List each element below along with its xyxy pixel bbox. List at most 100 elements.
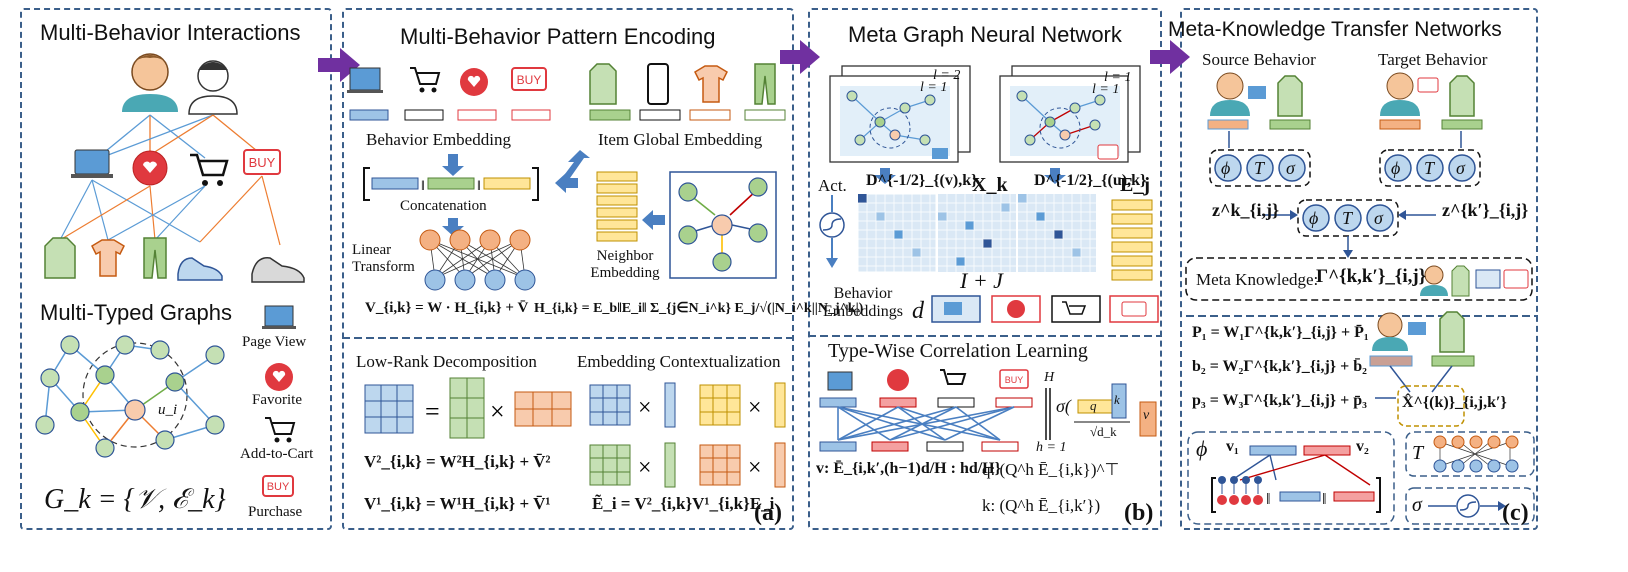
svg-text:‖: ‖: [1266, 491, 1271, 508]
page-view-icon: [347, 67, 383, 93]
embedding-context-label: Embedding Contextualization: [577, 352, 781, 371]
favorite-icon: [460, 68, 488, 96]
jacket-icon: [1449, 75, 1475, 117]
x-k-label: X_k: [972, 174, 1008, 196]
panel-meta-knowledge-transfer: [1180, 8, 1538, 530]
graph-formula: G_k = {𝒱, ℰ_k}: [44, 484, 226, 515]
svg-text:‖: ‖: [477, 179, 481, 194]
svg-text:×: ×: [638, 395, 652, 421]
z-k-label: z^k_{i,j}: [1212, 200, 1280, 220]
sigma-tgt: σ: [1456, 158, 1465, 178]
svg-text:BUY: BUY: [517, 73, 542, 87]
t-module: T: [1412, 442, 1424, 464]
eq-v-ik: V_{i,k} = W · H_{i,k} + V̄: [365, 300, 529, 316]
q-label: q: [1090, 398, 1097, 413]
label-l2: l = 2: [933, 68, 961, 83]
page-view-icon: [262, 305, 296, 329]
purchase-icon: BUY: [262, 475, 294, 497]
sigma-attn: σ(: [1056, 396, 1071, 416]
sigma-module: σ: [1412, 494, 1422, 516]
svg-text:×: ×: [748, 455, 762, 481]
target-behavior-label: Target Behavior: [1378, 50, 1488, 69]
favorite-icon: [132, 150, 168, 186]
concatenation-label: Concatenation: [400, 198, 487, 214]
label-l1-right: l = 1: [1104, 70, 1132, 85]
page-view-icon: [827, 371, 853, 391]
gamma-label: Γ^{k,k′}_{i,j}: [1316, 266, 1427, 287]
tag-c: (c): [1502, 500, 1529, 526]
v-label: v: [1143, 408, 1150, 423]
d-v-label: D^{-1/2}_{(v),k}: [866, 172, 978, 189]
panel-meta-gnn: [808, 8, 1162, 530]
phi-mid: ϕ: [1309, 208, 1319, 228]
page-view-icon: [71, 149, 113, 178]
eq-p3: p₃ = W₃Γ^{k,k′}_{i,j} + p̄₃: [1192, 392, 1367, 409]
favorite-icon: [265, 363, 293, 391]
eq-k-attn: k: (Q^h Ē_{i,k′}): [982, 496, 1101, 515]
matrix-green: [449, 377, 485, 439]
svg-text:‖: ‖: [421, 179, 425, 194]
i-plus-j-label: I + J: [960, 268, 1003, 293]
user-icon: [188, 60, 238, 115]
phone-icon: [647, 63, 669, 105]
user-icon: [1380, 72, 1420, 116]
legend-page-view: Page View: [242, 334, 307, 350]
panel1-title: Multi-Behavior Interactions: [40, 20, 301, 45]
cart-icon: [265, 417, 296, 443]
user-icon: [1420, 265, 1448, 296]
jacket-icon: [589, 63, 617, 105]
panel1-subtitle: Multi-Typed Graphs: [40, 300, 232, 325]
eq-b2: b₂ = W₂Γ^{k,k′}_{i,j} + b̄₂: [1192, 358, 1367, 375]
user-icon: [1210, 72, 1250, 116]
matrix-orange: [514, 391, 572, 427]
svg-text:×: ×: [638, 455, 652, 481]
matrix-blue: [364, 384, 414, 434]
x-hat-label: X̂^{(k)}_{i,j,k′}: [1402, 394, 1507, 411]
sigma-mid: σ: [1374, 208, 1383, 228]
behavior-embedding-label: Behavior Embedding: [366, 130, 511, 149]
sqrt-dk-label: √d_k: [1090, 424, 1117, 439]
eq-v-attn: v: Ē_{i,k′,(h−1)d/H : hd/H}: [816, 460, 1001, 477]
svg-text:×: ×: [748, 395, 762, 421]
svg-text:BUY: BUY: [249, 155, 276, 170]
h-bottom: h = 1: [1036, 440, 1067, 455]
purchase-icon: BUY: [511, 67, 547, 91]
label-l1-right-2: l = 1: [1092, 82, 1120, 97]
pants-icon: [754, 63, 776, 105]
eq-q-attn: q: (Q^h Ē_{i,k})^⊤: [982, 460, 1120, 479]
legend-favorite: Favorite: [252, 392, 302, 408]
tshirt-icon: [91, 239, 125, 277]
eq-h-ik: H_{i,k} = E_b‖E_i‖ Σ_{j∈N_i^k} E_j/√(|N_…: [534, 301, 864, 316]
svg-text:BUY: BUY: [1005, 375, 1024, 385]
sigma-src: σ: [1286, 158, 1295, 178]
v1-label: v₁: [1226, 438, 1239, 455]
purchase-icon: BUY: [243, 149, 281, 175]
jacket-icon: [44, 237, 76, 279]
type-wise-label: Type-Wise Correlation Learning: [828, 340, 1088, 362]
favorite-icon: [887, 369, 909, 391]
node-label-ui: u_i: [158, 402, 178, 418]
e-j-label: E_j: [1120, 174, 1150, 196]
z-kp-label: z^{k′}_{i,j}: [1442, 200, 1529, 220]
label-l1-left: l = 1: [920, 80, 948, 95]
eq-p1: P₁ = W₁Γ^{k,k′}_{i,j} + P̄₁: [1192, 324, 1369, 341]
cart-icon: [940, 369, 967, 385]
sneaker-icon: [177, 257, 223, 281]
neighbor-embedding-label: Neighbor Embedding: [590, 248, 660, 281]
phi-tgt: ϕ: [1391, 158, 1401, 178]
panel-pattern-encoding: [342, 8, 794, 530]
purchase-icon: BUY: [999, 369, 1029, 389]
jacket-icon: [1451, 265, 1470, 297]
t-src: T: [1254, 158, 1265, 178]
tag-a: (a): [754, 500, 782, 526]
d-u-label: D^{-1/2}_{(u),k}: [1034, 172, 1147, 189]
svg-text:‖: ‖: [1322, 491, 1327, 508]
low-rank-label: Low-Rank Decomposition: [356, 352, 537, 371]
panel-multi-behavior-interactions: [20, 8, 332, 530]
tag-b: (b): [1124, 500, 1154, 526]
t-tgt: T: [1424, 158, 1435, 178]
